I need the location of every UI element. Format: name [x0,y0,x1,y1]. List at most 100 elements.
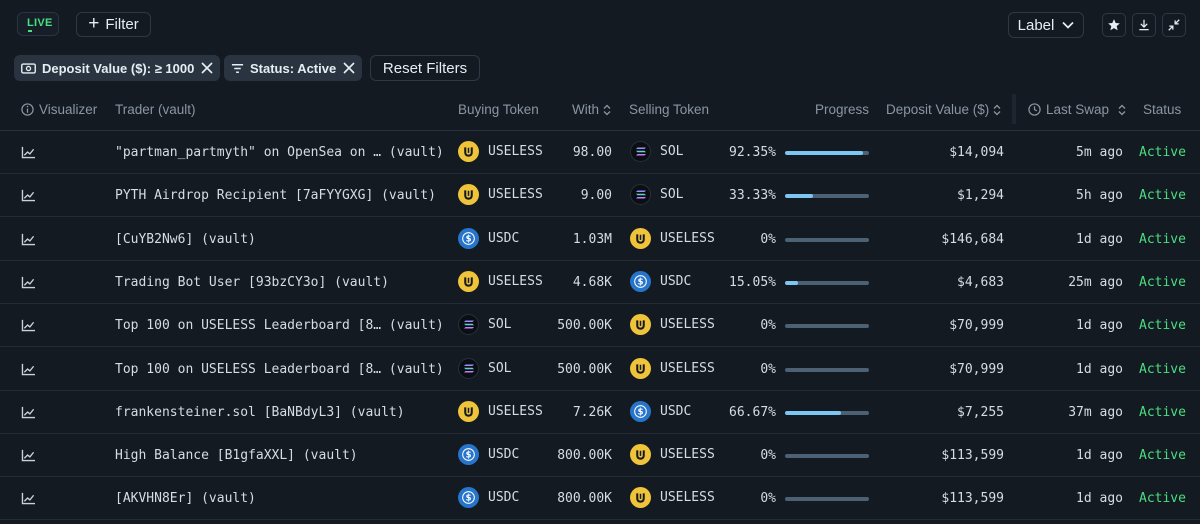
progress-percent: 0% [760,231,776,247]
add-filter-label: Filter [105,16,139,33]
chevron-down-icon [1062,21,1074,29]
filter-lines-icon [231,63,244,73]
selling-token: USELESS [630,314,715,336]
trader-name[interactable]: PYTH Airdrop Recipient [7aFYYGXG] (vault… [115,188,436,204]
deposit-value: $7,255 [957,404,1004,420]
progress-bar-fill [785,410,841,415]
visualizer-button[interactable] [21,233,36,251]
table-row[interactable]: Top 100 on USELESS Leaderboard [8… (vaul… [0,304,1200,348]
visualizer-button[interactable] [21,189,36,207]
buying-token: USELESS [458,270,543,292]
progress-bar [785,194,869,199]
useless-token-icon [458,184,479,206]
progress-percent: 92.35% [729,145,776,160]
visualizer-button[interactable] [21,319,36,337]
table-row[interactable]: frankensteiner.sol [BaNBdyL3] (vault) USE… [0,391,1200,434]
trader-name[interactable]: Top 100 on USELESS Leaderboard [8… (vaul… [115,361,444,377]
table-row[interactable]: [CuYB2Nw6] (vault) $ USDC 1.03M USELESS 0% $14… [0,218,1200,261]
buying-token: USELESS [458,184,543,206]
favorite-button[interactable] [1102,13,1126,37]
add-filter-button[interactable]: + Filter [76,12,151,37]
trader-name[interactable]: [AKVHN8Er] (vault) [115,491,256,507]
col-with[interactable]: With [572,102,611,117]
sort-icon [603,105,611,116]
with-amount: 800.00K [557,491,612,507]
chart-line-icon[interactable] [21,406,36,419]
visualizer-button[interactable] [21,492,36,510]
visualizer-button[interactable] [21,276,36,294]
sort-icon [1118,104,1126,115]
status-badge: Active [1139,361,1186,377]
chart-line-icon[interactable] [21,363,36,376]
visualizer-button[interactable] [21,363,36,381]
visualizer-button[interactable] [21,449,36,467]
status-badge: Active [1139,318,1186,334]
chart-line-icon[interactable] [21,146,36,159]
filter-chip-label: Status: Active [250,60,337,76]
status-badge: Active [1139,145,1186,160]
table-row[interactable]: "partman_partmyth" on OpenSea on … (vaul… [0,131,1200,174]
download-icon [1139,19,1149,31]
table-row[interactable]: High Balance [B1gfaXXL] (vault) $ USDC 800.… [0,434,1200,478]
trader-name[interactable]: frankensteiner.sol [BaNBdyL3] (vault) [115,404,405,420]
visualizer-button[interactable] [21,146,36,164]
collapse-button[interactable] [1162,13,1186,37]
selling-token: USELESS [630,444,715,466]
chart-line-icon[interactable] [21,449,36,462]
chart-line-icon[interactable] [21,319,36,332]
table-row[interactable]: PYTH Airdrop Recipient [7aFYYGXG] (vault… [0,174,1200,218]
chart-line-icon[interactable] [21,233,36,246]
column-divider [1012,94,1016,124]
deposit-value: $70,999 [949,361,1004,377]
filter-chip-deposit[interactable]: Deposit Value ($): ≥ 1000 [14,55,221,81]
label-dropdown[interactable]: Label [1008,12,1084,38]
usdc-token-icon: $ [630,400,651,422]
visualizer-button[interactable] [21,406,36,424]
col-selling-token[interactable]: Selling Token [629,102,710,117]
trader-name[interactable]: [CuYB2Nw6] (vault) [115,231,256,247]
col-last-swap[interactable]: Last Swap [1028,102,1126,117]
progress-percent: 0% [760,491,776,507]
with-amount: 98.00 [572,145,612,160]
download-button[interactable] [1132,13,1156,37]
close-icon[interactable] [200,61,214,75]
collapse-icon [1168,19,1180,31]
table-row[interactable]: [AKVHN8Er] (vault) $ USDC 800.00K USELESS 0% $… [0,477,1200,521]
close-icon[interactable] [342,61,356,75]
sol-token-icon [458,357,479,379]
table-row[interactable]: Top 100 on USELESS Leaderboard [8… (vaul… [0,348,1200,391]
col-visualizer[interactable]: Visualizer [21,102,97,117]
svg-text:$: $ [638,406,644,416]
col-buying-token[interactable]: Buying Token [458,102,539,117]
reset-filters-button[interactable]: Reset Filters [370,55,480,81]
live-label: LIVE [27,17,53,29]
trader-name[interactable]: High Balance [B1gfaXXL] (vault) [115,448,358,464]
col-status[interactable]: Status [1143,102,1182,117]
selling-token: SOL [630,184,683,206]
selling-token: USELESS [630,487,715,509]
with-amount: 9.00 [580,188,612,204]
money-icon [21,62,36,74]
col-trader[interactable]: Trader (vault) [115,102,196,117]
filter-chip-status[interactable]: Status: Active [224,55,363,81]
trader-name[interactable]: Trading Bot User [93bzCY3o] (vault) [115,274,389,290]
selling-token: USELESS [630,357,715,379]
progress-bar [785,410,869,415]
last-swap: 37m ago [1068,404,1123,420]
useless-token-icon [630,357,651,379]
useless-token-icon [630,444,651,466]
col-progress[interactable]: Progress [815,102,870,117]
last-swap: 1d ago [1076,318,1123,334]
usdc-token-icon: $ [458,227,479,249]
progress-bar-fill [785,280,798,285]
chart-line-icon[interactable] [21,189,36,202]
useless-token-icon [630,227,651,249]
sol-token-icon [630,141,651,162]
table-row[interactable]: Trading Bot User [93bzCY3o] (vault) USELE… [0,261,1200,304]
trader-name[interactable]: "partman_partmyth" on OpenSea on … (vaul… [115,145,444,160]
chart-line-icon[interactable] [21,492,36,505]
deposit-value: $113,599 [941,491,1004,507]
chart-line-icon[interactable] [21,276,36,289]
col-deposit-value[interactable]: Deposit Value ($) [886,102,1001,117]
trader-name[interactable]: Top 100 on USELESS Leaderboard [8… (vaul… [115,318,444,334]
